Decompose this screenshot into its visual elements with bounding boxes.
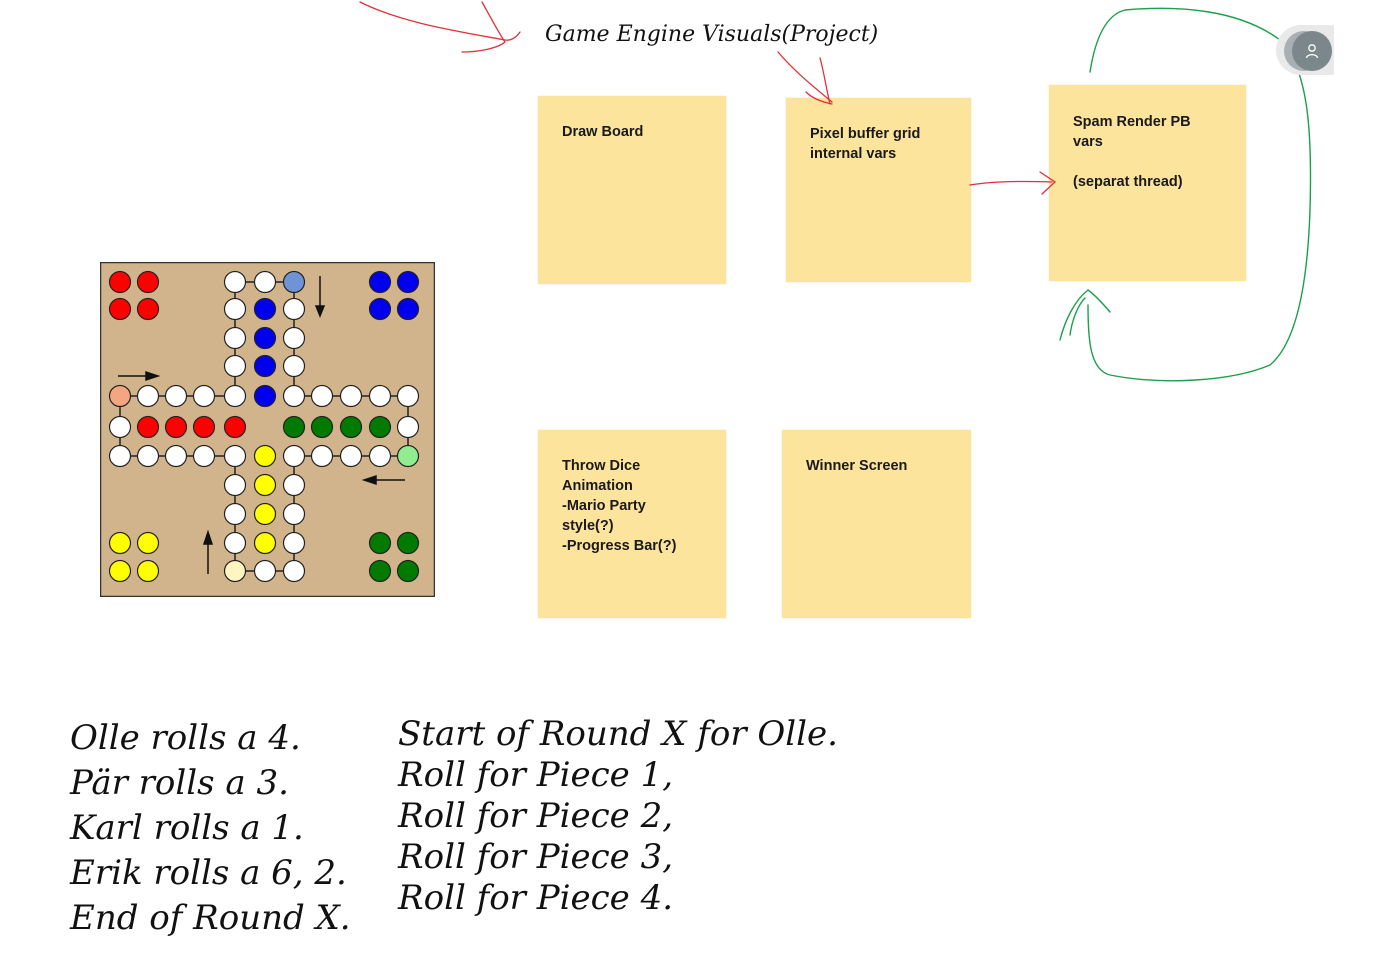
round-flow-line: Roll for Piece 1, bbox=[398, 755, 674, 795]
sticky-note-winner-screen[interactable]: Winner Screen bbox=[782, 430, 971, 618]
board-space bbox=[136, 531, 160, 555]
board-space bbox=[368, 559, 392, 583]
board-space bbox=[223, 415, 247, 439]
board-space bbox=[108, 297, 132, 321]
board-space bbox=[223, 473, 247, 497]
board-space bbox=[282, 384, 306, 408]
board-space bbox=[282, 444, 306, 468]
board-space bbox=[396, 415, 420, 439]
board-space bbox=[192, 384, 216, 408]
board-space bbox=[282, 415, 306, 439]
board-space bbox=[192, 444, 216, 468]
ludo-board-image[interactable] bbox=[99, 261, 436, 598]
board-space bbox=[282, 559, 306, 583]
board-space bbox=[396, 531, 420, 555]
board-space bbox=[223, 297, 247, 321]
board-space bbox=[223, 531, 247, 555]
turn-log-line: Karl rolls a 1. bbox=[70, 808, 304, 848]
board-space bbox=[253, 326, 277, 350]
board-space bbox=[136, 415, 160, 439]
board-space bbox=[253, 473, 277, 497]
board-space bbox=[339, 415, 363, 439]
sticky-note-draw-board[interactable]: Draw Board bbox=[538, 96, 726, 284]
board-space bbox=[136, 559, 160, 583]
board-space bbox=[108, 531, 132, 555]
round-flow-line: Roll for Piece 3, bbox=[398, 837, 674, 877]
board-space bbox=[223, 502, 247, 526]
round-flow-line: Roll for Piece 4. bbox=[398, 878, 674, 918]
board-space bbox=[396, 559, 420, 583]
board-space bbox=[253, 559, 277, 583]
board-space bbox=[108, 559, 132, 583]
turn-log-notes[interactable]: Olle rolls a 4. Pär rolls a 3. Karl roll… bbox=[70, 716, 351, 941]
board-space bbox=[310, 444, 334, 468]
turn-log-line: Erik rolls a 6, 2. bbox=[70, 853, 347, 893]
board-space bbox=[164, 415, 188, 439]
board-space bbox=[253, 502, 277, 526]
board-space bbox=[310, 415, 334, 439]
board-space bbox=[253, 531, 277, 555]
sticky-note-spam-render[interactable]: Spam Render PB vars (separat thread) bbox=[1049, 85, 1246, 281]
board-title[interactable]: Game Engine Visuals(Project) bbox=[545, 22, 879, 47]
board-space bbox=[164, 444, 188, 468]
board-space bbox=[136, 384, 160, 408]
board-space bbox=[282, 531, 306, 555]
board-space bbox=[223, 444, 247, 468]
board-space bbox=[310, 384, 334, 408]
board-space bbox=[164, 384, 188, 408]
board-space bbox=[282, 473, 306, 497]
red-ink-arrow-to-title bbox=[359, 1, 521, 53]
board-space bbox=[339, 444, 363, 468]
round-flow-line: Start of Round X for Olle. bbox=[398, 714, 838, 754]
board-space bbox=[108, 384, 132, 408]
board-space bbox=[396, 384, 420, 408]
board-space bbox=[108, 270, 132, 294]
board-space bbox=[136, 444, 160, 468]
board-space bbox=[136, 270, 160, 294]
sticky-note-throw-dice[interactable]: Throw Dice Animation -Mario Party style(… bbox=[538, 430, 726, 618]
board-space bbox=[223, 326, 247, 350]
board-space bbox=[368, 531, 392, 555]
turn-log-line: End of Round X. bbox=[70, 898, 351, 938]
board-space bbox=[339, 384, 363, 408]
board-space bbox=[368, 415, 392, 439]
board-space bbox=[108, 444, 132, 468]
sticky-note-pixel-buffer[interactable]: Pixel buffer grid internal vars bbox=[786, 98, 971, 282]
board-space bbox=[223, 354, 247, 378]
user-icon bbox=[1292, 31, 1332, 71]
red-ink-arrow-to-pixel-buffer bbox=[777, 51, 833, 105]
user-icon-glyph bbox=[1305, 44, 1319, 59]
round-flow-notes[interactable]: Start of Round X for Olle. Roll for Piec… bbox=[398, 714, 838, 919]
board-space bbox=[368, 297, 392, 321]
turn-log-line: Olle rolls a 4. bbox=[70, 718, 301, 758]
board-space bbox=[108, 415, 132, 439]
board-space bbox=[253, 384, 277, 408]
board-space bbox=[253, 354, 277, 378]
collaborator-avatar-button[interactable] bbox=[1276, 25, 1334, 75]
board-space bbox=[223, 270, 247, 294]
board-space bbox=[282, 326, 306, 350]
board-space bbox=[368, 270, 392, 294]
board-space bbox=[253, 270, 277, 294]
board-space bbox=[253, 297, 277, 321]
board-space bbox=[396, 270, 420, 294]
round-flow-line: Roll for Piece 2, bbox=[398, 796, 674, 836]
ludo-board-drawing bbox=[99, 261, 436, 598]
board-space bbox=[396, 444, 420, 468]
board-space bbox=[368, 384, 392, 408]
board-space bbox=[282, 270, 306, 294]
board-space bbox=[192, 415, 216, 439]
board-space bbox=[282, 502, 306, 526]
board-space bbox=[223, 384, 247, 408]
board-space bbox=[368, 444, 392, 468]
board-space bbox=[223, 559, 247, 583]
board-space bbox=[396, 297, 420, 321]
board-space bbox=[136, 297, 160, 321]
board-space bbox=[253, 444, 277, 468]
turn-log-line: Pär rolls a 3. bbox=[70, 763, 289, 803]
board-space bbox=[282, 354, 306, 378]
board-space bbox=[282, 297, 306, 321]
red-ink-arrow-to-spam-render bbox=[969, 171, 1057, 195]
